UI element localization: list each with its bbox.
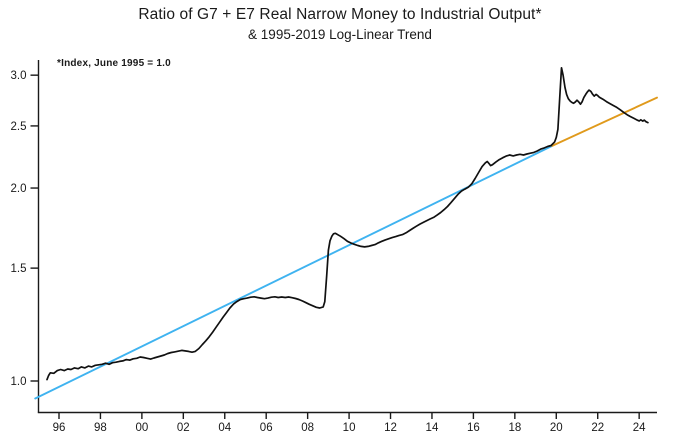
x-tick-label: 98 [94, 422, 107, 434]
x-tick-label: 00 [135, 422, 148, 434]
series-trend-line [34, 144, 554, 400]
x-tick-label: 10 [343, 422, 356, 434]
chart-title: Ratio of G7 + E7 Real Narrow Money to In… [138, 6, 542, 23]
y-tick-label: 1.5 [11, 263, 27, 275]
chart-subtitle: & 1995-2019 Log-Linear Trend [248, 27, 432, 42]
x-tick-label: 12 [384, 422, 397, 434]
x-tick-label: 08 [301, 422, 314, 434]
index-note: *Index, June 1995 = 1.0 [57, 58, 171, 69]
x-tick-label: 20 [550, 422, 563, 434]
x-tick-label: 14 [426, 422, 439, 434]
y-tick-label: 2.0 [11, 183, 27, 195]
x-tick-label: 22 [591, 422, 604, 434]
x-tick-label: 02 [177, 422, 190, 434]
series-ratio-line [46, 66, 649, 381]
x-tick-label: 24 [633, 422, 646, 434]
series-trend-extension-line [551, 96, 658, 147]
x-tick-label: 16 [467, 422, 480, 434]
y-tick-label: 2.5 [11, 121, 27, 133]
x-tick-label: 18 [508, 422, 521, 434]
x-tick-label: 06 [260, 422, 273, 434]
y-tick-label: 3.0 [11, 70, 27, 82]
x-tick-label: 04 [218, 422, 231, 434]
x-tick-label: 96 [53, 422, 66, 434]
y-tick-label: 1.0 [11, 376, 27, 388]
